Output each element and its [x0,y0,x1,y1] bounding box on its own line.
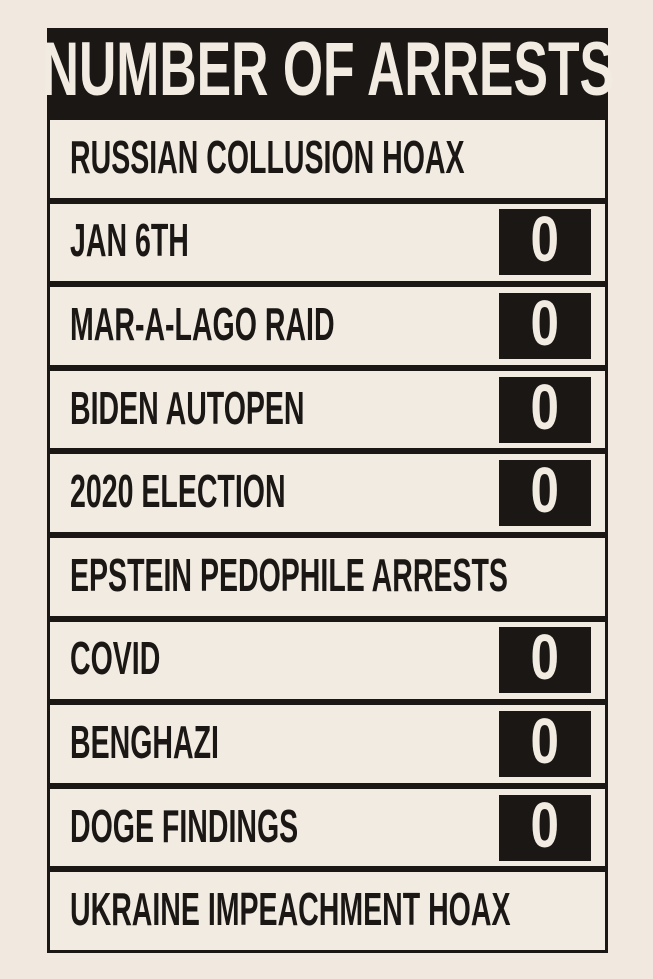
count-badge: 0 [499,286,591,359]
row-label: BENGHAZI [70,715,219,768]
count-value: 0 [530,704,560,777]
count-badge: 0 [499,454,591,527]
row-label: JAN 6TH [70,214,189,267]
row-label: 2020 ELECTION [70,465,286,518]
row-label: EPSTEIN PEDOPHILE ARRESTS [70,548,508,601]
table-row: BIDEN AUTOPEN 0 [47,367,608,452]
count-badge: 0 [499,621,591,694]
count-value: 0 [530,621,560,694]
arrests-scoreboard: NUMBER OF ARRESTS RUSSIAN COLLUSION HOAX… [41,28,614,953]
table-row: BENGHAZI 0 [47,702,608,786]
table-row: 2020 ELECTION 0 [47,451,608,535]
table-title: NUMBER OF ARRESTS [41,26,614,112]
row-label: MAR-A-LAGO RAID [70,297,335,350]
table-header: NUMBER OF ARRESTS [41,28,614,117]
table-row: COVID 0 [47,618,608,703]
row-label: BIDEN AUTOPEN [70,381,305,434]
table-row: UKRAINE IMPEACHMENT HOAX 0 [47,869,608,953]
table-row: JAN 6TH 0 [47,200,608,285]
table-row: RUSSIAN COLLUSION HOAX 0 [47,117,608,201]
count-value: 0 [530,370,560,443]
table-row: EPSTEIN PEDOPHILE ARRESTS 0 [47,534,608,619]
count-badge: 0 [499,704,591,777]
count-badge: 0 [499,788,591,861]
table-row: DOGE FINDINGS 0 [47,785,608,870]
count-value: 0 [530,454,560,527]
table-row: MAR-A-LAGO RAID 0 [47,284,608,368]
row-label: DOGE FINDINGS [70,799,299,852]
count-badge: 0 [499,370,591,443]
count-value: 0 [530,203,560,276]
count-value: 0 [530,788,560,861]
row-label: UKRAINE IMPEACHMENT HOAX [70,883,511,936]
row-label: RUSSIAN COLLUSION HOAX [70,130,465,183]
count-value: 0 [530,286,560,359]
row-label: COVID [70,632,161,685]
count-badge: 0 [499,203,591,276]
